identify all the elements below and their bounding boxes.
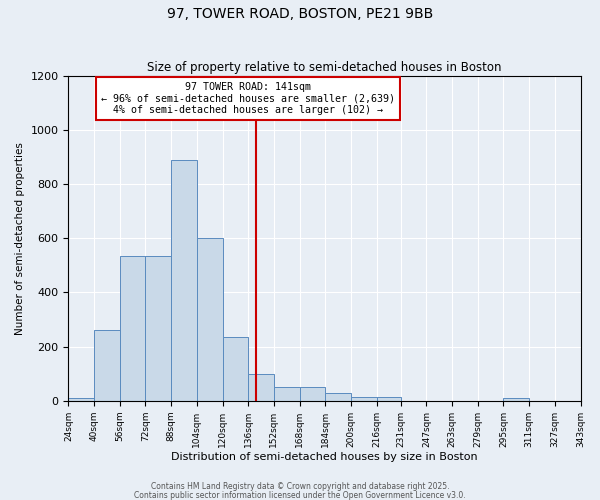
Bar (351, 397, 377, 401)
Bar (171, 160, 197, 401)
Bar (94, 330, 120, 401)
Bar (325, 392, 351, 401)
Y-axis label: Number of semi-detached properties: Number of semi-detached properties (15, 142, 25, 334)
Bar (145, 256, 171, 401)
Text: Contains HM Land Registry data © Crown copyright and database right 2025.: Contains HM Land Registry data © Crown c… (151, 482, 449, 491)
Bar (197, 238, 223, 401)
Text: 97, TOWER ROAD, BOSTON, PE21 9BB: 97, TOWER ROAD, BOSTON, PE21 9BB (167, 8, 433, 22)
Bar (223, 337, 248, 401)
Bar (377, 397, 401, 401)
Bar (248, 374, 274, 401)
Title: Size of property relative to semi-detached houses in Boston: Size of property relative to semi-detach… (147, 62, 502, 74)
X-axis label: Distribution of semi-detached houses by size in Boston: Distribution of semi-detached houses by … (171, 452, 478, 462)
Bar (120, 256, 145, 401)
Bar (274, 388, 299, 401)
Bar (299, 388, 325, 401)
Text: Contains public sector information licensed under the Open Government Licence v3: Contains public sector information licen… (134, 490, 466, 500)
Bar (68, 398, 94, 401)
Text: 97 TOWER ROAD: 141sqm
← 96% of semi-detached houses are smaller (2,639)
4% of se: 97 TOWER ROAD: 141sqm ← 96% of semi-deta… (101, 82, 395, 116)
Bar (503, 398, 529, 401)
